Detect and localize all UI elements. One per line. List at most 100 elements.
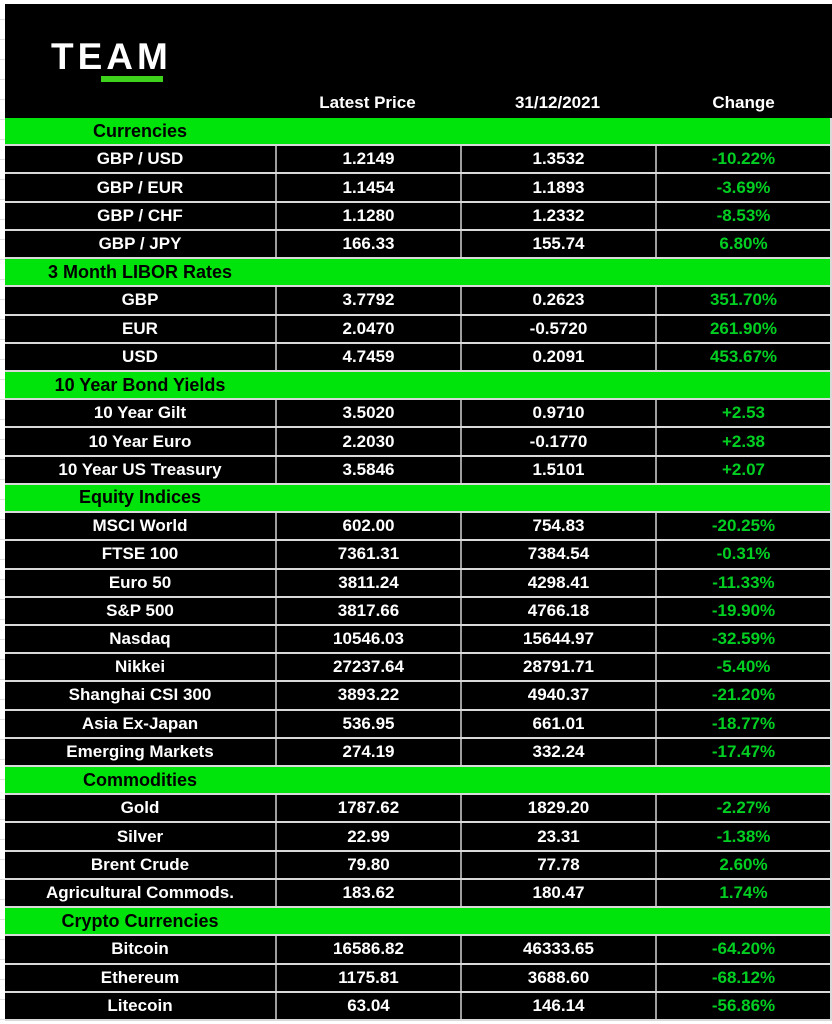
change-value: -17.47% — [655, 738, 830, 766]
latest-price-value: 63.04 — [275, 992, 460, 1019]
table-row: S&P 500 3817.66 4766.18 -19.90% — [5, 597, 830, 626]
section-title: Currencies — [92, 120, 188, 141]
prior-price-value: 332.24 — [460, 738, 655, 766]
row-label: Euro 50 — [108, 572, 172, 592]
prior-price-value: 15644.97 — [460, 625, 655, 653]
latest-price-value: 22.99 — [275, 823, 460, 850]
latest-price-value: 3893.22 — [275, 682, 460, 709]
row-label: Asia Ex-Japan — [81, 713, 199, 733]
change-value: 261.90% — [655, 315, 830, 342]
table-row: Shanghai CSI 300 3893.22 4940.37 -21.20% — [5, 682, 830, 711]
row-label: MSCI World — [92, 516, 188, 536]
prior-price-value: 0.9710 — [460, 400, 655, 427]
change-value: 6.80% — [655, 230, 830, 258]
change-value: 453.67% — [655, 343, 830, 370]
prior-price-value: 1.5101 — [460, 456, 655, 483]
change-value: -19.90% — [655, 597, 830, 624]
prior-price-value: 0.2091 — [460, 343, 655, 370]
row-label: Nasdaq — [109, 629, 171, 649]
row-label: Nikkei — [114, 657, 166, 677]
report-frame: TEAM Latest Price 31/12/2021 Change Curr… — [5, 4, 832, 1021]
table-row: Ethereum 1175.81 3688.60 -68.12% — [5, 964, 830, 993]
prior-price-value: 23.31 — [460, 823, 655, 850]
table-row: Nasdaq 10546.03 15644.97 -32.59% — [5, 625, 830, 655]
table-row: Litecoin 63.04 146.14 -56.86% — [5, 992, 830, 1021]
change-value: -32.59% — [655, 625, 830, 653]
prior-price-value: -0.1770 — [460, 428, 655, 455]
section-header-band: 10 Year Bond Yields — [5, 371, 830, 401]
table-row: Agricultural Commods. 183.62 180.47 1.74% — [5, 879, 830, 909]
latest-price-value: 27237.64 — [275, 654, 460, 681]
row-label: GBP / EUR — [96, 177, 184, 197]
latest-price-value: 4.7459 — [275, 343, 460, 370]
table-row: EUR 2.0470 -0.5720 261.90% — [5, 315, 830, 344]
table-row: Asia Ex-Japan 536.95 661.01 -18.77% — [5, 710, 830, 739]
prior-price-value: 4298.41 — [460, 569, 655, 596]
table-row: MSCI World 602.00 754.83 -20.25% — [5, 513, 830, 542]
latest-price-value: 16586.82 — [275, 936, 460, 963]
prior-price-value: 4766.18 — [460, 597, 655, 624]
change-value: -21.20% — [655, 682, 830, 709]
row-label: Silver — [116, 826, 164, 846]
section-header-band: Currencies — [5, 118, 830, 147]
prior-price-value: -0.5720 — [460, 315, 655, 342]
prior-price-value: 7384.54 — [460, 541, 655, 568]
row-label: Ethereum — [100, 967, 180, 987]
section-header-band: 3 Month LIBOR Rates — [5, 259, 830, 288]
row-label: Emerging Markets — [66, 741, 214, 761]
table-row: Nikkei 27237.64 28791.71 -5.40% — [5, 654, 830, 683]
table-row: GBP / JPY 166.33 155.74 6.80% — [5, 230, 830, 260]
change-value: -5.40% — [655, 654, 830, 681]
row-label: Gold — [120, 798, 160, 818]
table-row: Bitcoin 16586.82 46333.65 -64.20% — [5, 936, 830, 965]
latest-price-value: 2.2030 — [275, 428, 460, 455]
latest-price-value: 3.5846 — [275, 456, 460, 483]
row-label: Agricultural Commods. — [46, 883, 234, 903]
table-row: USD 4.7459 0.2091 453.67% — [5, 343, 830, 372]
section-header-band: Crypto Currencies — [5, 908, 830, 937]
change-value: -18.77% — [655, 710, 830, 737]
row-label: GBP / USD — [96, 149, 184, 169]
table-row: FTSE 100 7361.31 7384.54 -0.31% — [5, 541, 830, 570]
row-label: GBP — [121, 290, 159, 310]
change-value: 351.70% — [655, 287, 830, 314]
column-header-latest-price: Latest Price — [319, 93, 416, 112]
prior-price-value: 28791.71 — [460, 654, 655, 681]
column-header-prior-date: 31/12/2021 — [514, 93, 601, 112]
table-row: GBP / CHF 1.1280 1.2332 -8.53% — [5, 202, 830, 231]
table-row: Emerging Markets 274.19 332.24 -17.47% — [5, 738, 830, 768]
row-label: EUR — [122, 318, 158, 338]
change-value: -3.69% — [655, 174, 830, 201]
row-label: 10 Year Euro — [88, 431, 192, 451]
table-row: 10 Year US Treasury 3.5846 1.5101 +2.07 — [5, 456, 830, 485]
team-logo-underline — [101, 76, 163, 82]
table-row: 10 Year Gilt 3.5020 0.9710 +2.53 — [5, 400, 830, 429]
table-row: Gold 1787.62 1829.20 -2.27% — [5, 795, 830, 824]
prior-price-value: 77.78 — [460, 851, 655, 878]
team-logo: TEAM — [51, 36, 172, 77]
latest-price-value: 602.00 — [275, 513, 460, 540]
change-value: -0.31% — [655, 541, 830, 568]
change-value: -56.86% — [655, 992, 830, 1019]
change-value: -64.20% — [655, 936, 830, 963]
change-value: -20.25% — [655, 513, 830, 540]
change-value: -11.33% — [655, 569, 830, 596]
prior-price-value: 0.2623 — [460, 287, 655, 314]
row-label: USD — [122, 346, 158, 366]
latest-price-value: 536.95 — [275, 710, 460, 737]
table-row: GBP / USD 1.2149 1.3532 -10.22% — [5, 146, 830, 175]
latest-price-value: 3817.66 — [275, 597, 460, 624]
column-header-row: Latest Price 31/12/2021 Change — [5, 88, 832, 118]
latest-price-value: 79.80 — [275, 851, 460, 878]
column-header-change: Change — [712, 93, 775, 112]
prior-price-value: 180.47 — [460, 879, 655, 907]
row-label: 10 Year Gilt — [93, 403, 187, 423]
row-label: GBP / JPY — [98, 233, 182, 253]
latest-price-value: 3811.24 — [275, 569, 460, 596]
section-header-band: Equity Indices — [5, 484, 830, 514]
change-value: -1.38% — [655, 823, 830, 850]
section-title: Crypto Currencies — [61, 910, 219, 931]
section-header-band: Commodities — [5, 767, 830, 796]
change-value: 1.74% — [655, 879, 830, 907]
section-title: 10 Year Bond Yields — [54, 374, 226, 395]
